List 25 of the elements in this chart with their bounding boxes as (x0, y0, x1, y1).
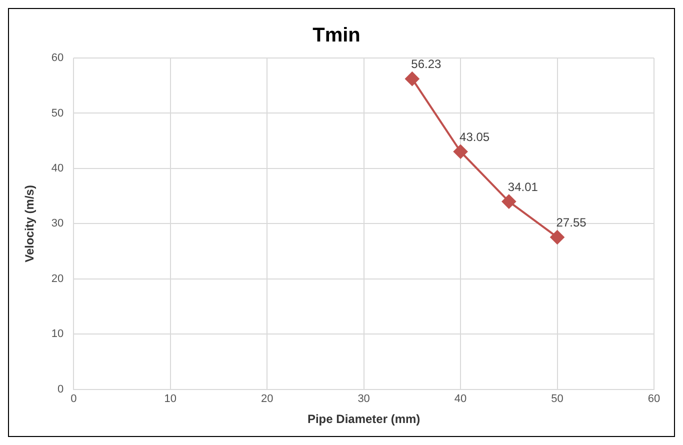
data-label: 34.01 (508, 180, 538, 194)
y-tick-label: 0 (58, 383, 64, 396)
x-tick-label: 50 (551, 393, 564, 406)
data-label: 43.05 (460, 130, 490, 144)
x-tick-label: 30 (358, 393, 370, 406)
data-label: 27.55 (556, 216, 587, 230)
x-tick-label: 10 (164, 393, 176, 406)
point (502, 194, 516, 209)
x-axis-title: Pipe Diameter (mm) (307, 412, 420, 426)
y-axis-title: Velocity (m/s) (22, 185, 37, 262)
data-label: 56.23 (411, 57, 442, 72)
chart-title: Tmin (312, 24, 360, 47)
x-tick-label: 40 (454, 393, 467, 406)
y-tick-label: 50 (51, 107, 64, 120)
point (405, 72, 420, 86)
point (550, 230, 564, 244)
x-tick-label: 20 (260, 393, 274, 406)
y-tick-label: 10 (51, 328, 64, 340)
point (454, 144, 468, 159)
y-tick-label: 30 (51, 218, 64, 230)
y-tick-label: 60 (51, 52, 64, 64)
y-tick-label: 40 (51, 162, 64, 174)
y-tick-label: 20 (51, 272, 64, 285)
x-tick-label: 60 (648, 393, 660, 406)
x-tick-label: 0 (70, 393, 77, 406)
